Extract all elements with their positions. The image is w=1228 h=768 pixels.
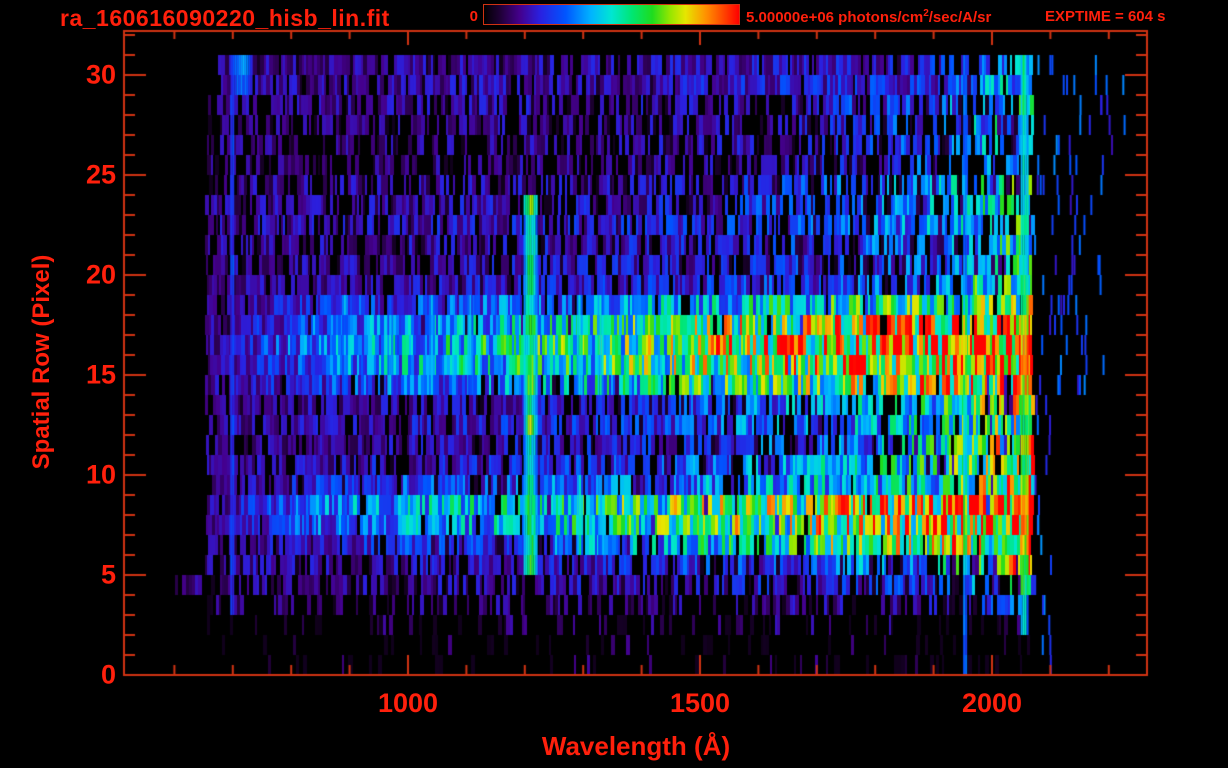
y-tick-label: 25	[85, 159, 116, 190]
colorbar-max-label-prefix: 5.00000e+06 photons/cm	[746, 9, 924, 26]
exptime-label: EXPTIME = 604 s	[1045, 8, 1166, 25]
colorbar-max-label-suffix: /sec/A/sr	[928, 9, 992, 26]
x-tick-label: 2000	[961, 688, 1023, 718]
colorbar-max-label: 5.00000e+06 photons/cm2/sec/A/sr	[746, 8, 991, 26]
x-axis-title: Wavelength (Å)	[541, 731, 731, 761]
y-axis-title: Spatial Row (Pixel)	[28, 254, 55, 470]
x-tick-label: 1500	[669, 688, 731, 718]
y-tick-label: 30	[85, 59, 116, 90]
colorbar-max-label-exponent: 2	[923, 8, 929, 19]
colorbar-gradient	[483, 4, 740, 25]
y-tick-label: 0	[100, 659, 116, 690]
y-tick-label: 10	[85, 459, 116, 490]
x-tick-label: 1000	[377, 688, 439, 718]
colorbar-min-label: 0	[469, 8, 478, 25]
y-tick-label: 5	[100, 559, 116, 590]
y-tick-label: 15	[85, 359, 116, 390]
y-tick-label: 20	[85, 259, 116, 290]
file-title: ra_160616090220_hisb_lin.fit	[60, 5, 390, 31]
